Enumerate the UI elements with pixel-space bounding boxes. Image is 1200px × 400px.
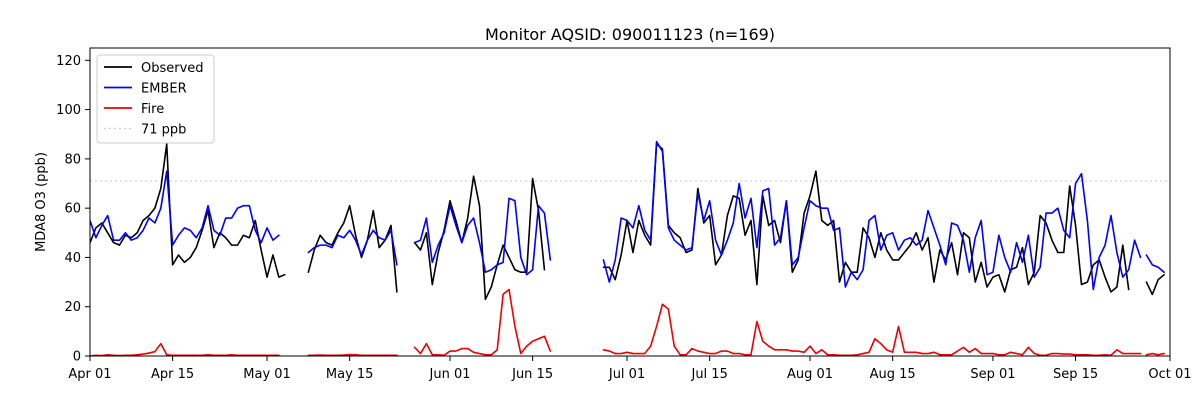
y-tick-label: 120: [56, 54, 81, 69]
x-axis: Apr 01 Apr 15 May 01 May 15 Jun 01 Jun 15 Jul …: [68, 356, 1192, 382]
x-tick-label: Apr 01: [68, 367, 111, 382]
legend-label-ember: EMBER: [141, 82, 187, 97]
series-observed-segment-1: [90, 143, 286, 278]
series-ember-segment-1: [90, 170, 280, 246]
legend-label-observed: Observed: [141, 61, 204, 76]
series-observed-segment-3: [413, 175, 546, 301]
y-tick-label: 80: [64, 152, 81, 167]
series-fire-segment-4: [602, 303, 1142, 356]
x-tick-label: Jul 15: [690, 367, 727, 382]
y-tick-label: 0: [73, 350, 81, 365]
series-observed-segment-4: [602, 143, 1130, 293]
series-fire-segment-3: [413, 288, 552, 356]
series-fire-segment-1: [90, 342, 280, 356]
series-fire-segment-5: [1145, 352, 1165, 356]
y-tick-label: 100: [56, 103, 81, 118]
y-tick-label: 40: [64, 251, 81, 266]
series-observed-segment-2: [307, 204, 398, 293]
x-tick-label: May 01: [243, 367, 291, 382]
series-ember-segment-4: [602, 140, 1142, 291]
x-tick-label: Jun 15: [511, 367, 553, 382]
legend-label-reference: 71 ppb: [141, 123, 186, 138]
series-ember-segment-2: [307, 229, 398, 266]
series-layer: [90, 140, 1194, 356]
x-tick-label: May 15: [326, 367, 374, 382]
legend-label-fire: Fire: [141, 102, 164, 117]
y-axis: 0 20 40 60 80 100 120: [56, 54, 90, 365]
x-tick-label: Aug 15: [870, 367, 916, 382]
x-tick-label: Apr 15: [151, 367, 194, 382]
x-tick-label: Sep 01: [970, 367, 1015, 382]
y-axis-label: MDA8 O3 (ppb): [34, 152, 49, 252]
legend: Observed EMBER Fire 71 ppb: [96, 54, 215, 144]
x-tick-label: Sep 15: [1053, 367, 1098, 382]
series-observed-segment-5: [1145, 273, 1165, 296]
series-ember-segment-3: [413, 197, 552, 276]
legend-box: [96, 54, 215, 144]
x-tick-label: Jul 01: [608, 367, 645, 382]
series-ember-segment-5: [1145, 254, 1165, 274]
x-tick-label: Jun 01: [429, 367, 471, 382]
x-tick-label: Aug 01: [787, 367, 833, 382]
series-fire-segment-2: [307, 353, 398, 356]
x-tick-label: Oct 01: [1148, 367, 1191, 382]
series-observed-segment-6: [1182, 267, 1194, 292]
plot-area-frame: [89, 47, 1171, 357]
y-tick-label: 20: [64, 300, 81, 315]
chart-title: Monitor AQSID: 090011123 (n=169): [485, 25, 775, 44]
series-ember-segment-6: [1182, 255, 1194, 282]
y-tick-label: 60: [64, 202, 81, 217]
